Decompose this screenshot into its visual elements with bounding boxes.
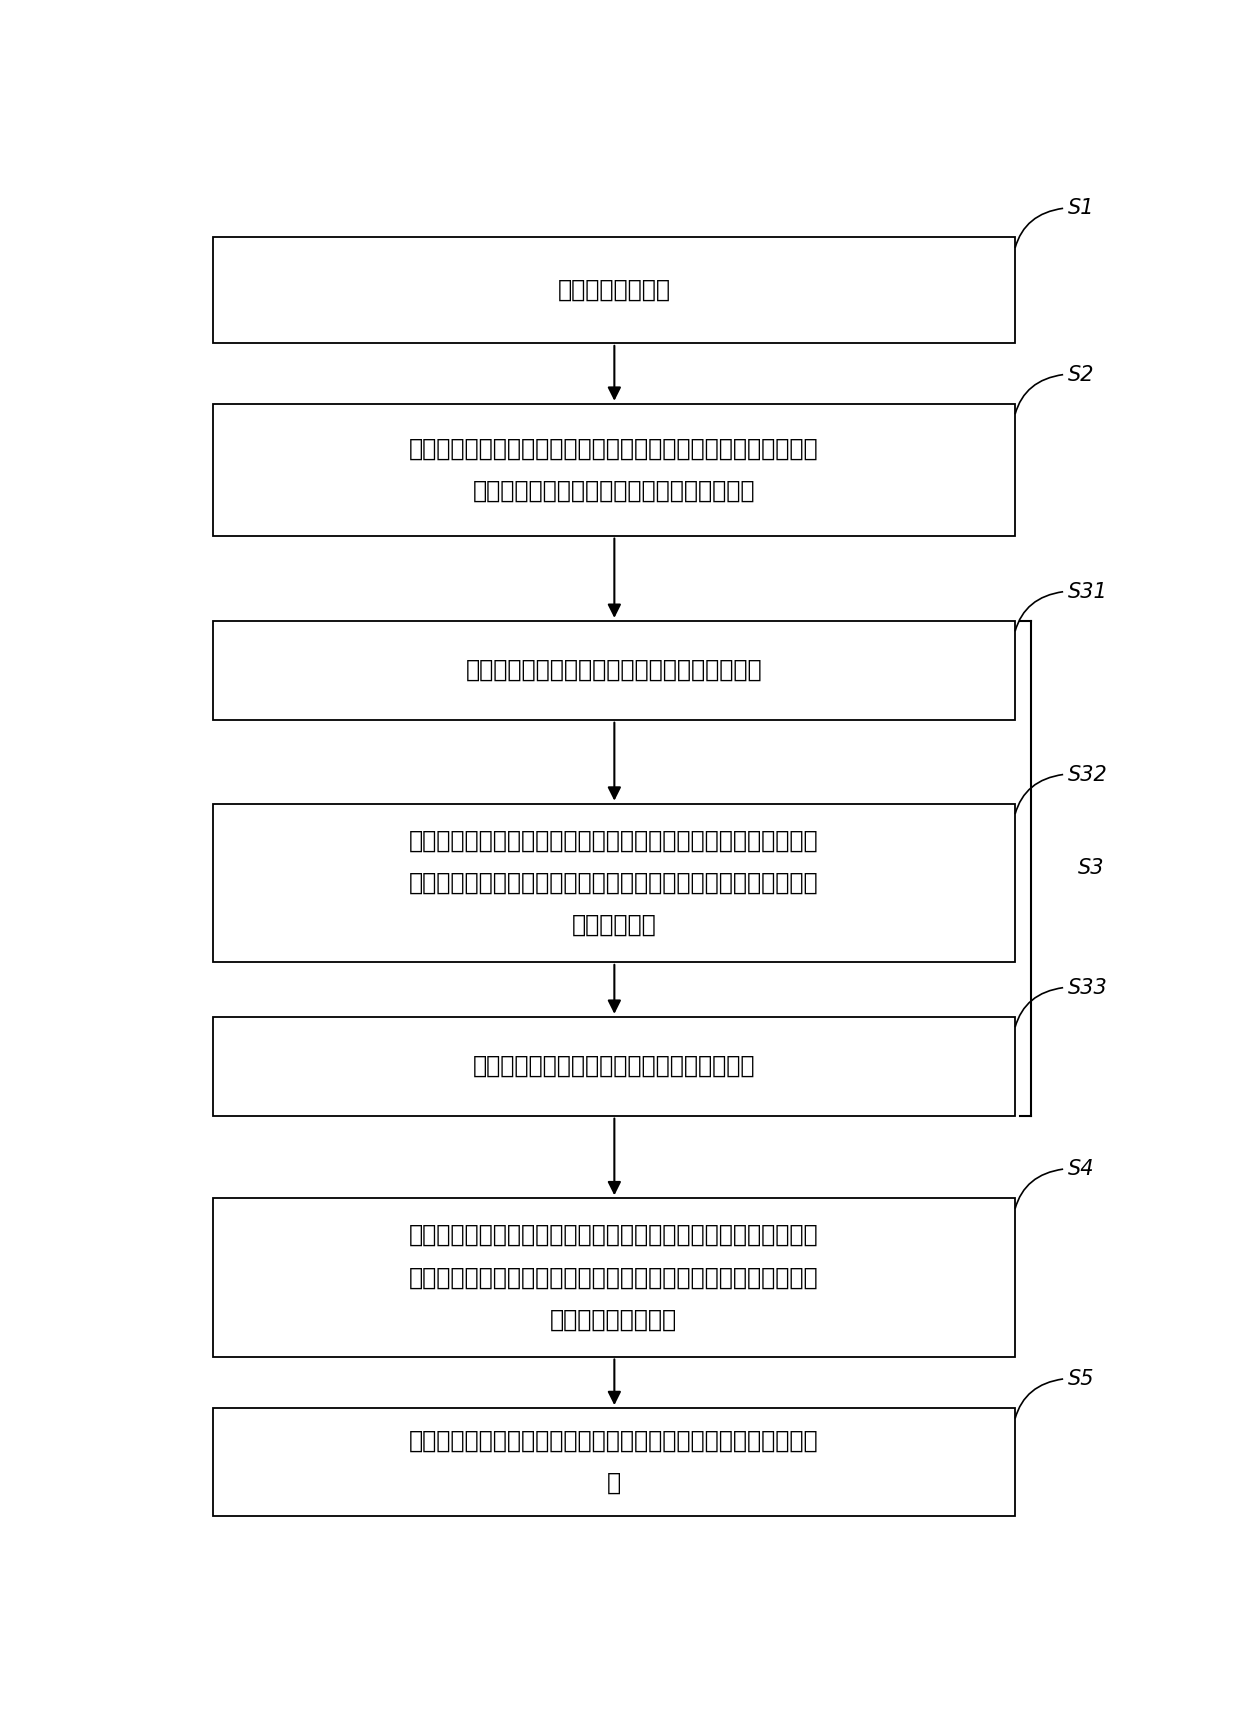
Text: S1: S1 (1068, 199, 1095, 218)
Text: 获得当前电压灵敏度有效值，并将当前电压灵敏度有效值作为最新: 获得当前电压灵敏度有效值，并将当前电压灵敏度有效值作为最新 (409, 1265, 818, 1289)
Text: 根据最新统计并保存的多组电压灵敏度计算下一次电压灵敏度预测: 根据最新统计并保存的多组电压灵敏度计算下一次电压灵敏度预测 (409, 1429, 818, 1453)
Text: 将当前电压灵敏度与预设的电压灵敏度上下限校验，根据校验结果: 将当前电压灵敏度与预设的电压灵敏度上下限校验，根据校验结果 (409, 1224, 818, 1248)
Bar (213, 405, 1016, 536)
Text: 数据中最高点电压对应的最高点无功和最低点电压对应的最低点无: 数据中最高点电压对应的最高点无功和最低点电压对应的最低点无 (409, 871, 818, 895)
Text: 统计预设时间段内的有效的母线电压和母线无功: 统计预设时间段内的有效的母线电压和母线无功 (465, 658, 763, 682)
Text: S3: S3 (1078, 859, 1104, 878)
Text: S33: S33 (1068, 977, 1107, 998)
Text: 值: 值 (606, 1471, 621, 1495)
Text: S4: S4 (1068, 1159, 1095, 1179)
Text: S31: S31 (1068, 581, 1107, 602)
Text: 根据无功差值和电压差值计算当前电压灵敏度: 根据无功差值和电压差值计算当前电压灵敏度 (472, 1054, 755, 1078)
Bar (213, 1016, 1016, 1116)
Bar (213, 237, 1016, 343)
Text: 功的无功差值: 功的无功差值 (572, 914, 656, 938)
Text: 功进行检查，筛选有效的母线电压和母线无功: 功进行检查，筛选有效的母线电压和母线无功 (472, 478, 755, 502)
Text: 计算统计数据中最高点电压和最低点电压的电压差值，并计算统计: 计算统计数据中最高点电压和最低点电压的电压差值，并计算统计 (409, 828, 818, 852)
Bar (213, 804, 1016, 962)
Text: 实时获取母线的电压和无功，并根据检查对象对母线电压和母线无: 实时获取母线的电压和无功，并根据检查对象对母线电压和母线无 (409, 437, 818, 461)
Bar (213, 1198, 1016, 1356)
Text: S5: S5 (1068, 1369, 1095, 1388)
Text: S32: S32 (1068, 764, 1107, 785)
Text: S2: S2 (1068, 365, 1095, 384)
Text: 预设多个检查对象: 预设多个检查对象 (557, 278, 671, 302)
Bar (213, 1407, 1016, 1517)
Text: 电压灵敏度进行保存: 电压灵敏度进行保存 (551, 1308, 677, 1332)
Bar (213, 620, 1016, 720)
